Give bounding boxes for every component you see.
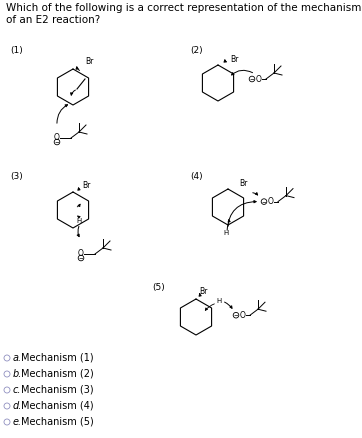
Text: H: H xyxy=(223,230,229,236)
Text: (4): (4) xyxy=(190,172,203,181)
Text: c.: c. xyxy=(13,385,21,395)
Text: H: H xyxy=(216,298,222,304)
Text: −: − xyxy=(79,255,83,261)
Text: (2): (2) xyxy=(190,46,203,55)
Text: Br: Br xyxy=(231,55,239,64)
Text: d.: d. xyxy=(13,401,22,411)
Text: O: O xyxy=(54,134,60,142)
Text: Mechanism (3): Mechanism (3) xyxy=(21,385,94,395)
Text: Which of the following is a correct representation of the mechanism of an E2 rea: Which of the following is a correct repr… xyxy=(6,3,361,25)
Text: −: − xyxy=(55,139,59,145)
Text: Br: Br xyxy=(85,57,94,66)
Text: Br: Br xyxy=(82,181,90,190)
Text: −: − xyxy=(234,313,238,318)
Text: O: O xyxy=(256,74,262,84)
Text: Mechanism (2): Mechanism (2) xyxy=(21,369,94,379)
Text: (5): (5) xyxy=(152,283,165,292)
Text: (1): (1) xyxy=(10,46,23,55)
Text: b.: b. xyxy=(13,369,22,379)
Text: (3): (3) xyxy=(10,172,23,181)
Text: O: O xyxy=(268,197,274,206)
Text: a.: a. xyxy=(13,353,22,363)
Text: Br: Br xyxy=(239,179,247,188)
Text: Mechanism (1): Mechanism (1) xyxy=(21,353,94,363)
Text: H: H xyxy=(76,218,81,224)
Text: −: − xyxy=(250,77,254,81)
Text: e.: e. xyxy=(13,417,22,427)
Text: O: O xyxy=(78,250,84,258)
Text: −: − xyxy=(262,199,266,204)
Text: O: O xyxy=(240,311,246,320)
Text: Mechanism (4): Mechanism (4) xyxy=(21,401,94,411)
Text: Mechanism (5): Mechanism (5) xyxy=(21,417,94,427)
Text: Br: Br xyxy=(199,287,208,296)
